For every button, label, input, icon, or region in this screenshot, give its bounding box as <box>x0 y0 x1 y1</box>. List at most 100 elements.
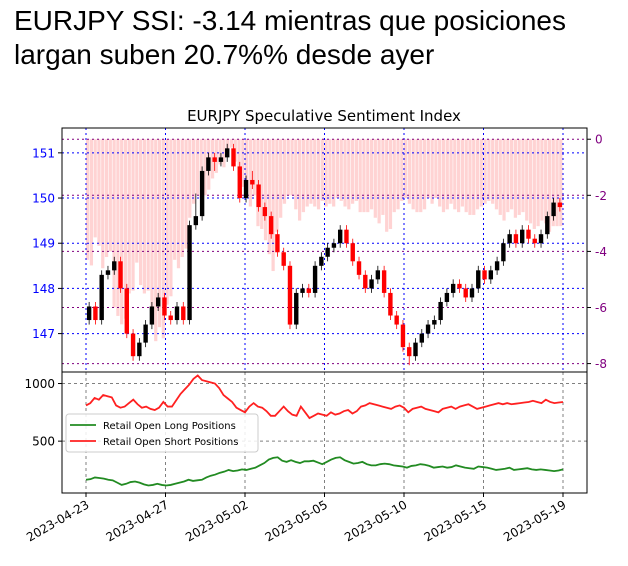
ssi-bar <box>544 139 548 224</box>
candle-body <box>93 306 98 321</box>
ssi-bar <box>214 139 218 173</box>
ssi-bar <box>256 139 260 227</box>
candle-body <box>212 157 217 162</box>
ssi-bar <box>203 139 207 196</box>
ssi-bar <box>173 139 177 260</box>
ssi-bar <box>506 139 510 213</box>
ssi-bar <box>475 139 480 210</box>
candle-body <box>413 342 418 357</box>
ssi-bar <box>422 139 427 210</box>
candle-body <box>356 261 362 275</box>
ssi-tick-label: -8 <box>595 357 607 371</box>
ssi-bar <box>101 139 105 269</box>
candle-body <box>294 292 299 325</box>
ssi-bar <box>479 139 483 207</box>
ssi-bar <box>290 139 294 196</box>
ssi-tick-label: 0 <box>595 133 603 147</box>
ssi-bar <box>89 139 94 266</box>
ssi-bar <box>135 139 139 263</box>
candle-body <box>557 202 563 208</box>
ssi-bar <box>275 139 279 232</box>
candle-body <box>450 283 456 293</box>
date-tick-label: 2023-05-10 <box>342 497 409 544</box>
date-tick-label: 2023-04-23 <box>24 497 91 544</box>
ssi-bar <box>551 139 555 227</box>
ssi-bar <box>407 139 412 204</box>
price-tick-label: 148 <box>32 282 55 296</box>
candle-body <box>105 270 111 275</box>
short-positions-line <box>85 374 564 420</box>
ssi-bar <box>373 139 377 218</box>
candle-body <box>199 170 205 217</box>
ssi-bar <box>146 139 150 291</box>
candle-body <box>262 207 268 217</box>
ssi-bar <box>445 139 449 210</box>
price-tick-label: 150 <box>32 192 55 206</box>
ssi-bar <box>358 139 362 213</box>
ssi-bar <box>161 139 165 339</box>
ssi-bar <box>555 139 559 227</box>
legend-label-short: Retail Open Short Positions <box>103 437 238 448</box>
ssi-bar <box>294 139 298 210</box>
ssi-bar <box>502 139 506 221</box>
candle-body <box>325 247 330 257</box>
ssi-bar <box>97 139 101 246</box>
ssi-bar <box>369 139 374 210</box>
candle-body <box>375 270 381 280</box>
ssi-bar <box>237 139 241 176</box>
legend-label-long: Retail Open Long Positions <box>103 421 236 432</box>
ssi-bar <box>525 139 529 221</box>
ssi-bar <box>426 139 430 199</box>
ssi-bar <box>142 139 147 294</box>
ssi-bar <box>248 139 253 207</box>
ssi-bar <box>165 139 169 305</box>
candle-body <box>162 297 167 316</box>
ssi-bar <box>252 139 256 196</box>
ssi-bar <box>120 139 124 325</box>
candle-body <box>193 216 199 226</box>
ssi-bar <box>195 139 200 196</box>
candle-body <box>243 179 249 199</box>
candle-body <box>225 148 230 158</box>
candle-body <box>394 315 399 325</box>
ssi-bar <box>169 139 173 297</box>
ssi-bar <box>127 139 131 294</box>
date-tick-label: 2023-05-02 <box>183 497 250 544</box>
price-tick-label: 149 <box>32 237 55 251</box>
ssi-bar <box>396 139 400 210</box>
ssi-bar <box>282 139 287 204</box>
candle-body <box>469 288 475 298</box>
ssi-bar <box>305 139 309 207</box>
ssi-bar <box>123 139 128 319</box>
candle-body <box>130 333 136 357</box>
ssi-bar <box>404 139 408 199</box>
candle-body <box>319 256 324 266</box>
candle-body <box>494 261 500 271</box>
candle-body <box>363 274 368 289</box>
candle-body <box>281 252 286 266</box>
ssi-bar <box>430 139 434 204</box>
candle-body <box>407 347 412 357</box>
ssi-bar <box>332 139 336 207</box>
candle-body <box>275 234 280 253</box>
ssi-bar <box>411 139 415 210</box>
ssi-bar <box>131 139 135 291</box>
ssi-bar <box>540 139 544 221</box>
candle-body <box>337 229 343 244</box>
ssi-bar <box>309 139 313 204</box>
long-positions-line <box>85 456 564 487</box>
ssi-bar <box>521 139 525 213</box>
candle-body <box>287 265 293 325</box>
ssi-bars-layer <box>86 139 563 342</box>
ssi-bar <box>385 139 389 232</box>
ssi-bar <box>241 139 245 187</box>
candle-body <box>155 297 161 307</box>
ssi-bar <box>388 139 393 229</box>
ssi-bar <box>513 139 518 218</box>
ssi-bar <box>457 139 461 213</box>
candle-body <box>425 324 431 334</box>
ssi-bar <box>366 139 370 213</box>
ssi-bar <box>460 139 465 207</box>
ssi-bar <box>150 139 154 325</box>
